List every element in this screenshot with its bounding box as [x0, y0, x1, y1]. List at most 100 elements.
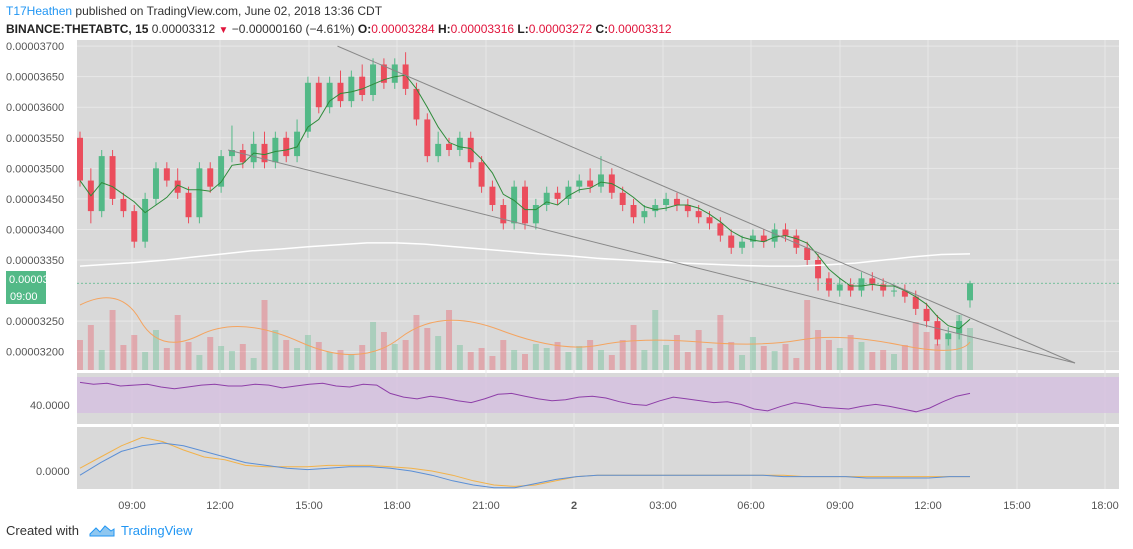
volume-bar: [739, 355, 746, 370]
moving-average-line: [79, 242, 971, 267]
time-tick-label: 12:00: [206, 500, 234, 512]
macd-pane[interactable]: [77, 427, 1119, 489]
candle-body: [836, 284, 843, 291]
volume-bar: [152, 330, 159, 370]
candle-body: [793, 235, 800, 248]
volume-bar: [597, 350, 604, 370]
volume-bar: [554, 342, 561, 370]
macd-line: [79, 442, 970, 489]
volume-bar: [478, 348, 485, 370]
candle-body: [673, 198, 680, 205]
volume-bar: [576, 346, 583, 370]
volume-bar: [619, 340, 626, 370]
candle-body: [880, 284, 887, 291]
candle-body: [554, 192, 561, 199]
tradingview-logo-icon: [89, 524, 115, 536]
candle-body: [120, 198, 127, 212]
volume-bar: [413, 315, 420, 370]
candle-body: [522, 186, 528, 224]
candle-body: [663, 198, 670, 205]
rsi-band: [77, 377, 1119, 413]
candle-body: [565, 186, 572, 199]
volume-bar: [858, 342, 865, 370]
volume-bar: [77, 340, 83, 370]
candle-body: [967, 283, 973, 301]
volume-bar: [532, 344, 539, 370]
low-label: L:: [517, 22, 529, 36]
price-tick-label: 0.00003700: [6, 41, 64, 53]
time-tick-label: 09:00: [118, 500, 146, 512]
chart-canvas[interactable]: 40.0000 0.0000 0.000037000.000036500.000…: [0, 0, 1133, 520]
volume-bar: [131, 335, 138, 370]
volume-bar: [326, 352, 333, 370]
volume-bar: [782, 344, 789, 370]
short-ma-line: [79, 74, 971, 330]
last-price: 0.00003312: [151, 22, 216, 36]
candle-body: [489, 186, 496, 205]
candle-body: [695, 211, 702, 218]
volume-bar: [967, 328, 973, 370]
candle-body: [467, 137, 474, 163]
volume-bar: [337, 350, 344, 370]
candle-body: [435, 143, 442, 157]
candle-body: [749, 235, 756, 242]
candle-body: [815, 260, 822, 279]
time-tick-label: 18:00: [1091, 500, 1119, 512]
volume-bar: [771, 351, 778, 370]
candle-body: [891, 290, 898, 292]
volume-bar: [315, 342, 322, 370]
author-link[interactable]: T17Heathen: [6, 4, 73, 18]
candle-body: [261, 143, 268, 163]
volume-bar: [945, 340, 952, 370]
volume-bar: [793, 358, 800, 370]
candle-body: [587, 180, 594, 187]
candle-body: [923, 308, 930, 322]
volume-bar: [912, 322, 919, 370]
volume-bar: [456, 345, 463, 370]
candle-body: [163, 168, 170, 181]
price-tick-label: 0.00003600: [6, 102, 64, 114]
published-text: published on TradingView.com, June 02, 2…: [75, 4, 383, 18]
candle-body: [152, 168, 159, 199]
down-arrow-icon: ▼: [218, 25, 229, 36]
volume-bar: [348, 354, 355, 370]
candle-body: [228, 150, 235, 157]
volume-bar: [500, 340, 507, 370]
volume-bar: [424, 328, 431, 370]
volume-bar: [435, 336, 442, 370]
grid: [77, 40, 1119, 489]
price-tick-label: 0.00003400: [6, 224, 64, 236]
open-value: 0.00003284: [371, 22, 435, 36]
candle-body: [945, 333, 952, 340]
candle-body: [869, 278, 876, 285]
candles: [77, 52, 973, 346]
volume-bar: [717, 315, 724, 370]
price-pane[interactable]: [77, 40, 1119, 370]
volume-bar: [489, 356, 496, 370]
volume-bar: [891, 354, 898, 370]
ohlc-line: BINANCE:THETABTC, 15 0.00003312 ▼ −0.000…: [6, 22, 672, 36]
change-value: −0.00000160 (−4.61%): [231, 22, 355, 36]
open-label: O:: [357, 22, 372, 36]
time-tick-label: 03:00: [649, 500, 677, 512]
time-axis[interactable]: 09:00 12:00 15:00 18:00 21:00 2 03:00 06:00 09:0…: [118, 500, 1119, 512]
price-axis[interactable]: 0.00003700 0.00003650 0.00003600 0.00003550…: [6, 41, 64, 359]
volume-bar: [391, 344, 398, 370]
volume-bar: [109, 310, 116, 370]
volume-bar: [228, 351, 235, 370]
high-label: H:: [438, 22, 451, 36]
candle-body: [858, 278, 865, 291]
tradingview-link[interactable]: TradingView: [120, 523, 193, 538]
volume-bar: [283, 340, 290, 370]
price-tick-label: 0.00003250: [6, 316, 64, 328]
volume-bar: [880, 350, 887, 370]
candle-body: [207, 168, 214, 187]
volume-bar: [684, 352, 691, 370]
symbol-label[interactable]: BINANCE:THETABTC, 15: [6, 22, 149, 36]
candle-body: [597, 174, 604, 187]
volume-bar: [847, 335, 854, 370]
price-tick-label: 0.00003650: [6, 72, 64, 84]
volume-bar: [98, 350, 105, 370]
volume-bar: [207, 337, 214, 370]
volume-ma-line: [79, 297, 971, 356]
